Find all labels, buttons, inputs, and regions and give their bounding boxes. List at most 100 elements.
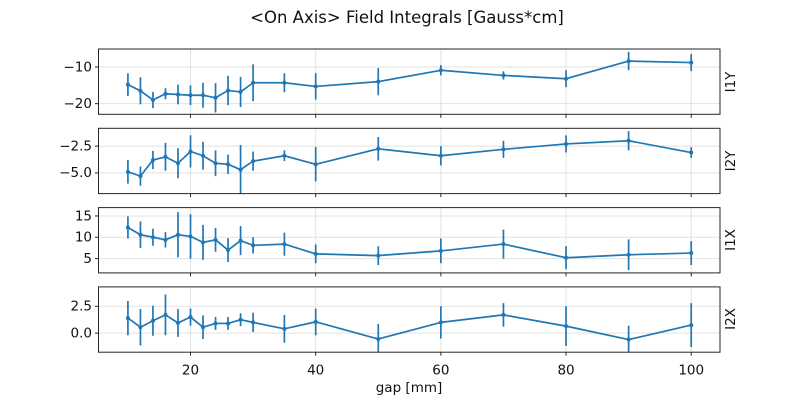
x-tick-label: 60 xyxy=(432,363,449,379)
data-point xyxy=(376,253,381,258)
x-tick-label: 80 xyxy=(557,363,574,379)
axes-frame xyxy=(98,207,721,274)
data-point xyxy=(201,93,206,98)
data-point xyxy=(188,234,193,239)
data-point xyxy=(238,167,243,172)
data-point xyxy=(138,174,143,179)
tick-marks xyxy=(95,145,692,198)
data-point xyxy=(238,238,243,243)
x-axis-label: gap [mm] xyxy=(375,380,443,396)
data-point xyxy=(376,79,381,84)
x-tick-label: 20 xyxy=(182,363,199,379)
data-point xyxy=(188,315,193,320)
data-point xyxy=(138,232,143,237)
data-point xyxy=(689,150,694,155)
x-tick-label: 100 xyxy=(678,363,704,379)
data-point xyxy=(175,161,180,166)
data-point xyxy=(213,161,218,166)
data-point xyxy=(125,82,130,87)
data-point xyxy=(689,251,694,256)
data-point xyxy=(626,252,631,257)
data-point xyxy=(282,80,287,85)
data-point xyxy=(213,321,218,326)
data-point xyxy=(251,159,256,164)
data-point xyxy=(138,88,143,93)
data-point xyxy=(175,92,180,97)
data-point xyxy=(251,243,256,248)
data-point xyxy=(564,76,569,81)
data-point xyxy=(175,320,180,325)
data-point xyxy=(213,237,218,242)
data-point xyxy=(125,225,130,230)
data-point xyxy=(689,60,694,65)
tick-marks xyxy=(95,215,692,277)
series-i2x xyxy=(125,294,694,353)
series-i1x xyxy=(125,212,694,271)
y-tick-label: 15 xyxy=(75,208,92,224)
y-tick-label: −10 xyxy=(64,59,93,75)
data-point xyxy=(150,235,155,240)
data-point xyxy=(282,242,287,247)
data-point xyxy=(213,95,218,100)
ylabel-text-i1y: I1Y xyxy=(723,71,739,93)
series-i2y xyxy=(125,131,694,194)
data-point xyxy=(125,169,130,174)
subplot-i2x: 0.0 2.5 20 40 60 80 100 xyxy=(71,286,721,379)
axes-frame xyxy=(98,48,721,115)
chart-title: <On Axis> Field Integrals [Gauss*cm] xyxy=(250,8,564,27)
data-point xyxy=(282,326,287,331)
data-point xyxy=(238,89,243,94)
x-tick-label: 40 xyxy=(307,363,324,379)
grid-i2x xyxy=(98,286,720,353)
data-point xyxy=(376,337,381,342)
data-point xyxy=(226,88,231,93)
data-point xyxy=(438,248,443,253)
data-point xyxy=(163,237,168,242)
data-point xyxy=(150,158,155,163)
y-tick-label: −2.5 xyxy=(59,138,92,154)
data-point xyxy=(163,91,168,96)
data-point xyxy=(438,153,443,158)
data-point xyxy=(564,141,569,146)
data-point xyxy=(251,80,256,85)
y-tick-label: 10 xyxy=(75,230,92,246)
data-point xyxy=(689,323,694,328)
ylabel-text-i2x: I2X xyxy=(723,308,739,331)
data-point xyxy=(226,248,231,253)
y-tick-label: 0.0 xyxy=(71,325,92,341)
ylabel-text-i2y: I2Y xyxy=(723,150,739,172)
data-point xyxy=(125,316,130,321)
ylabel-text-i1x: I1X xyxy=(723,229,739,252)
subplot-i1x: 5 10 15 xyxy=(75,207,721,277)
axes-frame xyxy=(98,127,721,195)
y-tick-label: 2.5 xyxy=(71,299,92,315)
data-point xyxy=(501,147,506,152)
data-point xyxy=(501,242,506,247)
data-point xyxy=(626,138,631,143)
data-point xyxy=(313,319,318,324)
data-point xyxy=(163,154,168,159)
data-point xyxy=(564,255,569,260)
y-tick-label: 5 xyxy=(83,251,92,267)
data-line xyxy=(127,226,692,259)
data-line xyxy=(127,314,692,341)
data-point xyxy=(282,153,287,158)
series-i1y xyxy=(125,51,694,113)
data-point xyxy=(163,312,168,317)
grid-i2y xyxy=(98,128,720,194)
grid-i1x xyxy=(98,207,720,273)
subplot-i2y: −5.0 −2.5 xyxy=(59,127,721,198)
data-point xyxy=(150,97,155,102)
data-point xyxy=(438,68,443,73)
data-point xyxy=(501,312,506,317)
axes-frame xyxy=(98,286,721,353)
data-point xyxy=(150,318,155,323)
data-point xyxy=(313,162,318,167)
data-point xyxy=(376,146,381,151)
data-point xyxy=(138,325,143,330)
data-point xyxy=(175,232,180,237)
data-point xyxy=(251,320,256,325)
data-point xyxy=(201,153,206,158)
